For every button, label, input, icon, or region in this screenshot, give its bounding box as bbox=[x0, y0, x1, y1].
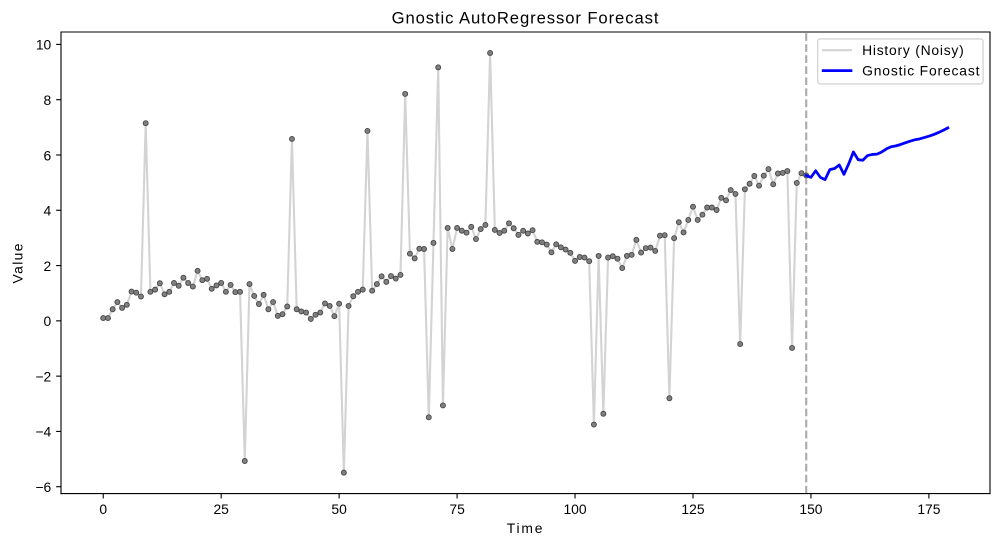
svg-text:Gnostic Forecast: Gnostic Forecast bbox=[862, 62, 980, 78]
svg-text:75: 75 bbox=[449, 501, 465, 517]
svg-text:Gnostic AutoRegressor Forecast: Gnostic AutoRegressor Forecast bbox=[392, 9, 660, 28]
svg-text:6: 6 bbox=[44, 147, 52, 163]
svg-text:−4: −4 bbox=[35, 424, 51, 440]
svg-text:0: 0 bbox=[44, 313, 52, 329]
svg-text:0: 0 bbox=[99, 501, 107, 517]
svg-text:Time: Time bbox=[507, 520, 545, 536]
svg-text:10: 10 bbox=[36, 37, 52, 53]
svg-text:History (Noisy): History (Noisy) bbox=[862, 42, 964, 58]
svg-text:Value: Value bbox=[9, 242, 25, 283]
svg-text:2: 2 bbox=[44, 258, 52, 274]
svg-text:8: 8 bbox=[44, 92, 52, 108]
svg-text:125: 125 bbox=[681, 501, 704, 517]
svg-text:50: 50 bbox=[331, 501, 347, 517]
svg-text:4: 4 bbox=[44, 203, 52, 219]
svg-text:25: 25 bbox=[213, 501, 229, 517]
svg-text:100: 100 bbox=[563, 501, 586, 517]
svg-text:−6: −6 bbox=[35, 479, 51, 495]
svg-text:175: 175 bbox=[917, 501, 940, 517]
svg-text:150: 150 bbox=[799, 501, 822, 517]
svg-text:−2: −2 bbox=[35, 368, 51, 384]
